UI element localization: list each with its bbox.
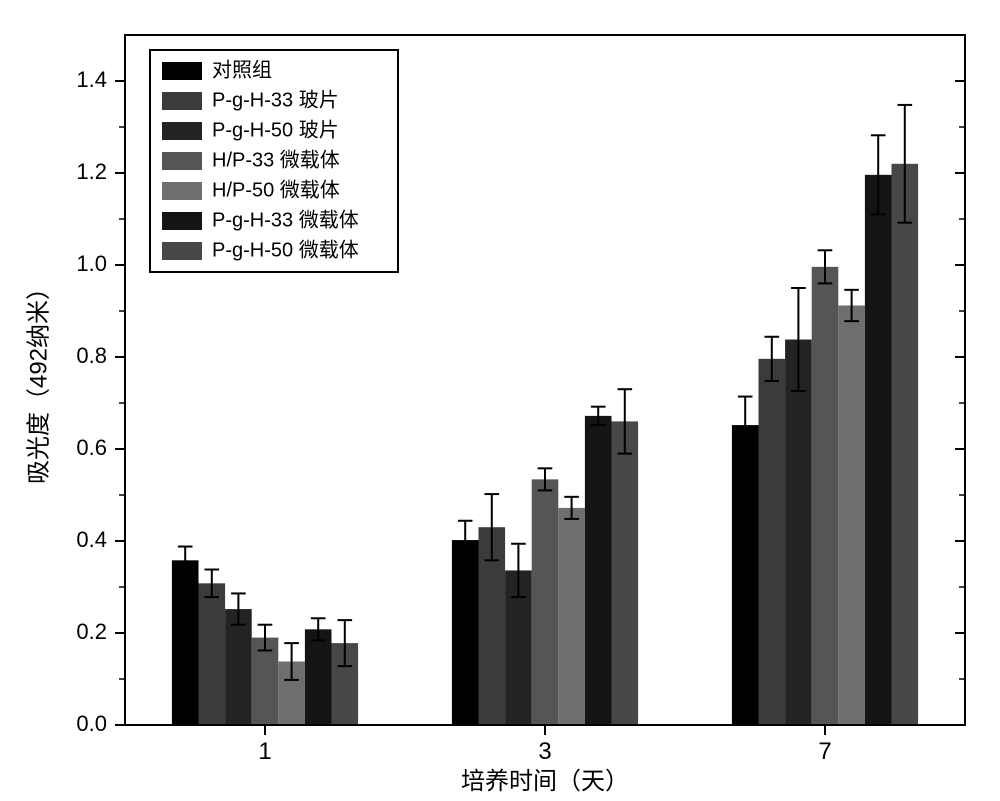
- legend-label: 对照组: [212, 58, 272, 81]
- y-tick-label: 0.4: [76, 527, 107, 552]
- x-tick-label: 3: [538, 738, 551, 765]
- bar: [225, 609, 252, 725]
- y-tick-label: 0.2: [76, 619, 107, 644]
- y-tick-label: 0.0: [76, 711, 107, 736]
- legend-swatch: [162, 122, 202, 140]
- y-tick-label: 1.4: [76, 67, 107, 92]
- legend-label: H/P-33 微载体: [212, 148, 340, 171]
- legend-label: P-g-H-50 微载体: [212, 238, 359, 261]
- bar: [892, 164, 919, 725]
- legend-swatch: [162, 242, 202, 260]
- bar: [865, 175, 892, 725]
- bar: [172, 560, 199, 725]
- x-axis-label: 培养时间（天）: [461, 768, 629, 795]
- bar: [759, 359, 786, 725]
- chart-container: 0.0 0.2 0.4 0.6 0.8 1.0 1.2 1.4 吸光度（492纳米） 1 3 7 培养时…: [0, 0, 1000, 801]
- legend-label: P-g-H-33 玻片: [212, 88, 339, 111]
- bar: [785, 340, 812, 725]
- y-tick-label: 0.6: [76, 435, 107, 460]
- legend-label: P-g-H-33 微载体: [212, 208, 359, 231]
- bar: [532, 479, 559, 725]
- y-tick-label: 1.2: [76, 159, 107, 184]
- bar: [199, 583, 226, 725]
- bar: [305, 629, 332, 725]
- legend-label: P-g-H-50 玻片: [212, 118, 339, 141]
- bar: [612, 421, 639, 725]
- y-tick-label: 1.0: [76, 251, 107, 276]
- y-axis-label: 吸光度（492纳米）: [25, 276, 52, 484]
- legend-swatch: [162, 92, 202, 110]
- legend-label: H/P-50 微载体: [212, 178, 340, 201]
- bar-chart: 0.0 0.2 0.4 0.6 0.8 1.0 1.2 1.4 吸光度（492纳米） 1 3 7 培养时…: [0, 0, 1000, 801]
- bar: [838, 305, 865, 725]
- bar: [732, 425, 759, 725]
- bar: [558, 508, 585, 725]
- legend-swatch: [162, 212, 202, 230]
- legend-swatch: [162, 182, 202, 200]
- legend: 对照组 P-g-H-33 玻片 P-g-H-50 玻片 H/P-33 微载体 H/P-5…: [150, 50, 398, 272]
- legend-swatch: [162, 152, 202, 170]
- y-tick-label: 0.8: [76, 343, 107, 368]
- x-tick-label: 7: [818, 738, 831, 765]
- legend-swatch: [162, 62, 202, 80]
- bar: [812, 267, 839, 725]
- bar: [452, 540, 479, 725]
- bar: [585, 416, 612, 725]
- x-tick-label: 1: [258, 738, 271, 765]
